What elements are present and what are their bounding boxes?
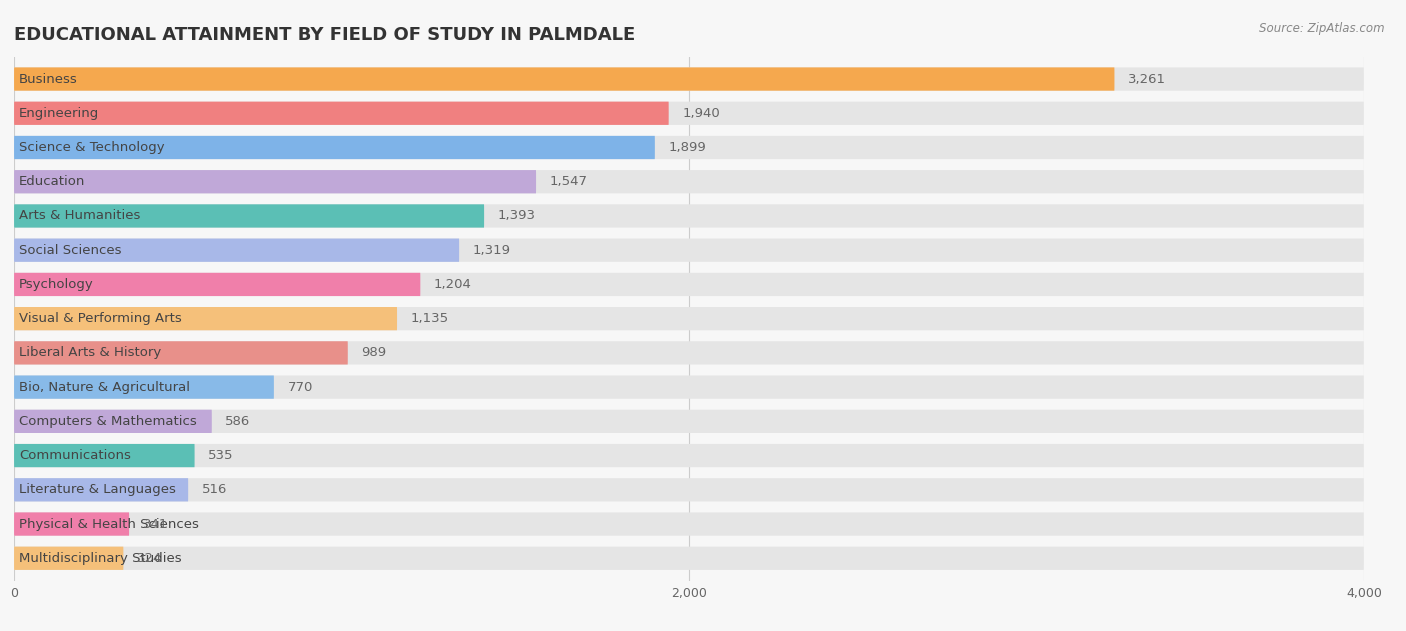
Text: 1,393: 1,393 — [498, 209, 536, 223]
Text: 1,135: 1,135 — [411, 312, 449, 325]
FancyBboxPatch shape — [14, 102, 669, 125]
FancyBboxPatch shape — [14, 273, 420, 296]
Text: 1,940: 1,940 — [682, 107, 720, 120]
Text: Science & Technology: Science & Technology — [20, 141, 165, 154]
Text: Business: Business — [20, 73, 77, 86]
FancyBboxPatch shape — [14, 102, 1364, 125]
Text: Social Sciences: Social Sciences — [20, 244, 122, 257]
Text: 516: 516 — [201, 483, 226, 497]
Text: 1,204: 1,204 — [434, 278, 471, 291]
Text: Source: ZipAtlas.com: Source: ZipAtlas.com — [1260, 22, 1385, 35]
FancyBboxPatch shape — [14, 512, 129, 536]
Text: EDUCATIONAL ATTAINMENT BY FIELD OF STUDY IN PALMDALE: EDUCATIONAL ATTAINMENT BY FIELD OF STUDY… — [14, 26, 636, 44]
Text: Communications: Communications — [20, 449, 131, 462]
FancyBboxPatch shape — [14, 410, 1364, 433]
FancyBboxPatch shape — [14, 239, 460, 262]
Text: 341: 341 — [142, 517, 167, 531]
Text: Bio, Nature & Agricultural: Bio, Nature & Agricultural — [20, 380, 190, 394]
Text: 1,319: 1,319 — [472, 244, 510, 257]
FancyBboxPatch shape — [14, 375, 1364, 399]
Text: 770: 770 — [287, 380, 312, 394]
Text: Arts & Humanities: Arts & Humanities — [20, 209, 141, 223]
FancyBboxPatch shape — [14, 68, 1115, 91]
Text: Education: Education — [20, 175, 86, 188]
FancyBboxPatch shape — [14, 410, 212, 433]
Text: Multidisciplinary Studies: Multidisciplinary Studies — [20, 551, 181, 565]
FancyBboxPatch shape — [14, 444, 1364, 467]
FancyBboxPatch shape — [14, 68, 1364, 91]
FancyBboxPatch shape — [14, 136, 655, 159]
FancyBboxPatch shape — [14, 307, 1364, 330]
Text: Liberal Arts & History: Liberal Arts & History — [20, 346, 162, 360]
Text: 535: 535 — [208, 449, 233, 462]
Text: Engineering: Engineering — [20, 107, 100, 120]
Text: 3,261: 3,261 — [1128, 73, 1166, 86]
FancyBboxPatch shape — [14, 341, 1364, 365]
FancyBboxPatch shape — [14, 307, 396, 330]
FancyBboxPatch shape — [14, 478, 1364, 502]
Text: Literature & Languages: Literature & Languages — [20, 483, 176, 497]
Text: 1,547: 1,547 — [550, 175, 588, 188]
FancyBboxPatch shape — [14, 546, 124, 570]
FancyBboxPatch shape — [14, 341, 347, 365]
FancyBboxPatch shape — [14, 170, 536, 193]
FancyBboxPatch shape — [14, 204, 484, 228]
FancyBboxPatch shape — [14, 546, 1364, 570]
Text: 1,899: 1,899 — [668, 141, 706, 154]
FancyBboxPatch shape — [14, 375, 274, 399]
Text: Physical & Health Sciences: Physical & Health Sciences — [20, 517, 200, 531]
Text: Computers & Mathematics: Computers & Mathematics — [20, 415, 197, 428]
FancyBboxPatch shape — [14, 444, 194, 467]
Text: 989: 989 — [361, 346, 387, 360]
FancyBboxPatch shape — [14, 273, 1364, 296]
FancyBboxPatch shape — [14, 204, 1364, 228]
Text: Visual & Performing Arts: Visual & Performing Arts — [20, 312, 181, 325]
FancyBboxPatch shape — [14, 239, 1364, 262]
FancyBboxPatch shape — [14, 512, 1364, 536]
Text: Psychology: Psychology — [20, 278, 94, 291]
FancyBboxPatch shape — [14, 136, 1364, 159]
FancyBboxPatch shape — [14, 478, 188, 502]
Text: 324: 324 — [136, 551, 162, 565]
Text: 586: 586 — [225, 415, 250, 428]
FancyBboxPatch shape — [14, 170, 1364, 193]
